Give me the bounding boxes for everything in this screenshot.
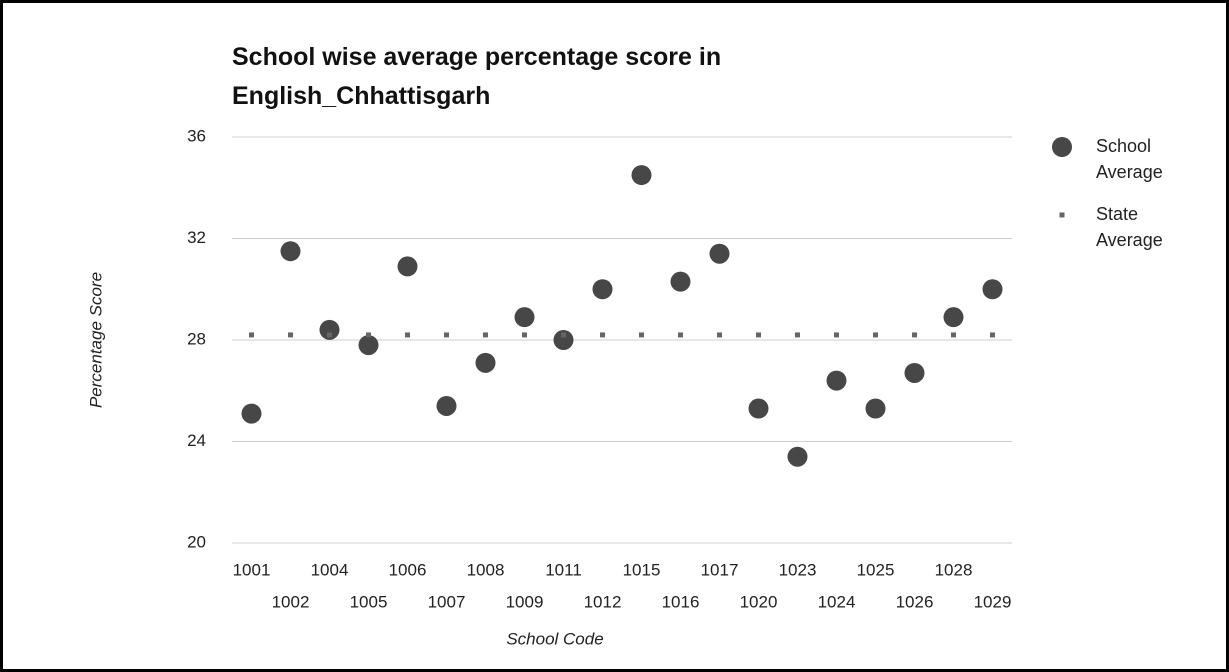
school-point bbox=[787, 446, 808, 467]
legend-label: School Average bbox=[1096, 136, 1163, 182]
x-tick-label: 1020 bbox=[740, 592, 778, 611]
y-tick-label: 20 bbox=[187, 532, 206, 551]
state-point bbox=[288, 332, 293, 338]
state-point bbox=[522, 332, 527, 338]
state-point bbox=[795, 332, 800, 338]
school-point bbox=[709, 243, 730, 264]
x-tick-label: 1012 bbox=[584, 592, 622, 611]
state-point bbox=[327, 332, 332, 338]
x-tick-label: 1005 bbox=[350, 592, 388, 611]
x-tick-label: 1001 bbox=[233, 560, 271, 579]
x-tick-label: 1009 bbox=[506, 592, 544, 611]
school-point bbox=[592, 279, 613, 300]
y-axis-title: Percentage Score bbox=[86, 272, 105, 408]
school-point bbox=[748, 398, 769, 419]
school-point bbox=[943, 307, 964, 328]
x-tick-label: 1015 bbox=[623, 560, 661, 579]
x-tick-label: 1007 bbox=[428, 592, 466, 611]
school-point bbox=[319, 319, 340, 340]
school-point bbox=[241, 403, 262, 424]
school-point bbox=[553, 330, 574, 350]
x-tick-label: 1006 bbox=[389, 560, 427, 579]
y-tick-label: 32 bbox=[187, 228, 206, 247]
school-point bbox=[358, 335, 379, 356]
x-tick-label: 1011 bbox=[545, 560, 582, 579]
state-point bbox=[678, 332, 683, 338]
school-point bbox=[631, 165, 652, 186]
legend-marker bbox=[1059, 212, 1065, 218]
x-tick-label: 1016 bbox=[662, 592, 700, 611]
state-point bbox=[483, 332, 488, 338]
x-tick-label: 1028 bbox=[935, 560, 973, 579]
school-point bbox=[436, 395, 457, 416]
state-point bbox=[951, 332, 956, 338]
state-point bbox=[990, 332, 995, 338]
school-point bbox=[826, 370, 847, 391]
x-tick-label: 1002 bbox=[272, 592, 310, 611]
state-point bbox=[639, 332, 644, 338]
x-axis-title: School Code bbox=[506, 629, 603, 648]
state-point bbox=[249, 332, 254, 338]
school-point bbox=[397, 256, 418, 277]
x-tick-label: 1008 bbox=[467, 560, 505, 579]
state-point bbox=[717, 332, 722, 338]
y-tick-label: 36 bbox=[187, 126, 206, 145]
school-point bbox=[904, 362, 925, 383]
school-point bbox=[670, 271, 691, 292]
legend-marker bbox=[1052, 137, 1072, 157]
state-point bbox=[756, 332, 761, 338]
state-point bbox=[561, 332, 566, 338]
school-point bbox=[514, 307, 535, 328]
x-tick-label: 1025 bbox=[857, 560, 895, 579]
state-point bbox=[834, 332, 839, 338]
x-tick-label: 1004 bbox=[311, 560, 349, 579]
state-point bbox=[405, 332, 410, 338]
y-tick-label: 28 bbox=[187, 329, 206, 348]
state-point bbox=[600, 332, 605, 338]
x-tick-label: 1029 bbox=[974, 592, 1012, 611]
state-point bbox=[912, 332, 917, 338]
x-tick-label: 1024 bbox=[818, 592, 856, 611]
state-point bbox=[444, 332, 449, 338]
y-tick-label: 24 bbox=[187, 431, 206, 450]
state-point bbox=[873, 332, 878, 338]
school-point bbox=[280, 241, 301, 262]
x-tick-label: 1017 bbox=[701, 560, 739, 579]
x-tick-label: 1023 bbox=[779, 560, 817, 579]
chart-title: School wise average percentage score in … bbox=[232, 43, 722, 110]
legend-label: State Average bbox=[1096, 204, 1163, 250]
school-point bbox=[475, 352, 496, 373]
school-point bbox=[865, 398, 886, 419]
school-point bbox=[982, 279, 1003, 300]
state-point bbox=[366, 332, 371, 338]
x-tick-label: 1026 bbox=[896, 592, 934, 611]
